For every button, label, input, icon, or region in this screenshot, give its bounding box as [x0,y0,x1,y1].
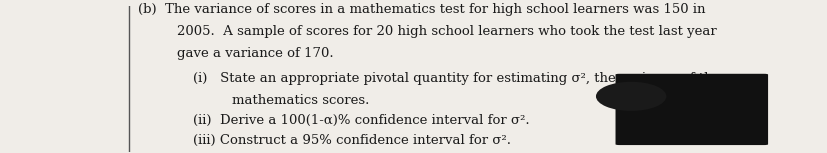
Text: (i)   State an appropriate pivotal quantity for estimating σ², the variance of t: (i) State an appropriate pivotal quantit… [193,72,719,85]
Text: (iii) Construct a 95% confidence interval for σ².: (iii) Construct a 95% confidence interva… [193,134,510,147]
Text: (ii)  Derive a 100(1-α)% confidence interval for σ².: (ii) Derive a 100(1-α)% confidence inter… [193,114,529,127]
Ellipse shape [595,82,666,111]
Text: mathematics scores.: mathematics scores. [232,93,369,106]
Text: 2005.  A sample of scores for 20 high school learners who took the test last yea: 2005. A sample of scores for 20 high sch… [177,25,716,38]
Text: (b)  The variance of scores in a mathematics test for high school learners was 1: (b) The variance of scores in a mathemat… [138,3,705,16]
Text: gave a variance of 170.: gave a variance of 170. [177,47,333,60]
FancyBboxPatch shape [614,74,767,145]
